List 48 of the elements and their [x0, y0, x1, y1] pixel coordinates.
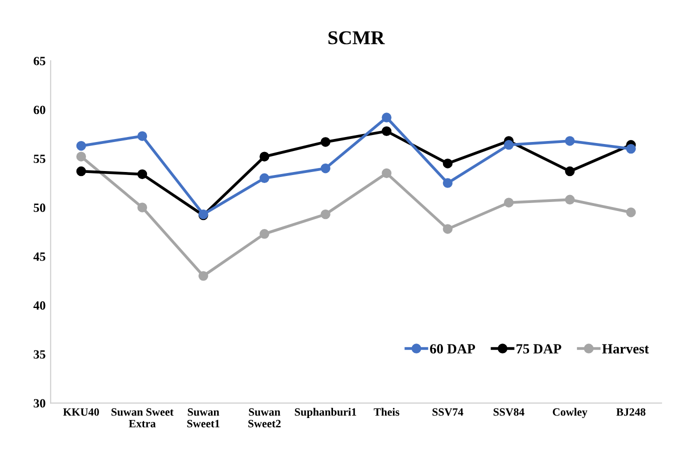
point	[137, 131, 148, 141]
point	[565, 136, 575, 146]
x-tick-label: Suwan Sweet Extra	[112, 408, 174, 428]
point	[442, 158, 453, 168]
point	[76, 141, 86, 151]
x-tick-label: Suwan Sweet2	[248, 408, 281, 428]
y-tick-label: 55	[34, 154, 46, 164]
point	[442, 224, 453, 234]
point	[260, 173, 270, 183]
point	[565, 194, 575, 205]
x-tick-label: BJ248	[616, 408, 646, 416]
point	[382, 112, 392, 122]
legend-label: 75 DAP	[516, 344, 562, 354]
x-tick-label: Suwan Sweet1	[187, 408, 220, 428]
y-tick-label: 45	[33, 252, 46, 261]
point	[320, 137, 330, 147]
point	[76, 152, 86, 162]
point	[382, 168, 392, 178]
point	[320, 209, 330, 220]
point	[504, 198, 514, 208]
x-tick-label: Cowley	[552, 408, 588, 418]
y-tick-label: 30	[34, 399, 46, 408]
y-tick-label: 60	[34, 106, 46, 114]
chart-title: SCMR	[328, 31, 385, 44]
point	[76, 166, 86, 176]
point	[626, 144, 636, 154]
x-tick-label: SSV84	[494, 408, 524, 416]
point	[442, 178, 453, 188]
point	[320, 163, 330, 174]
x-tick-label: KKU40	[63, 408, 99, 416]
y-tick-label: 65	[34, 56, 46, 66]
legend-label: 60 DAP	[430, 344, 476, 354]
point	[260, 152, 270, 162]
x-tick-label: Suphanburi1	[294, 408, 356, 418]
point	[137, 169, 148, 180]
point	[198, 271, 208, 281]
y-tick-label: 35	[34, 350, 46, 359]
point	[626, 208, 636, 218]
point	[137, 202, 148, 212]
y-tick-label: 40	[33, 301, 46, 310]
y-tick-label: 50	[34, 204, 46, 212]
legend-label: Harvest	[602, 344, 649, 354]
point	[565, 166, 575, 176]
x-tick-label: SSV74	[432, 408, 464, 416]
point	[260, 229, 270, 239]
point	[382, 126, 392, 136]
x-tick-label: Theis	[374, 408, 400, 416]
point	[504, 140, 514, 150]
